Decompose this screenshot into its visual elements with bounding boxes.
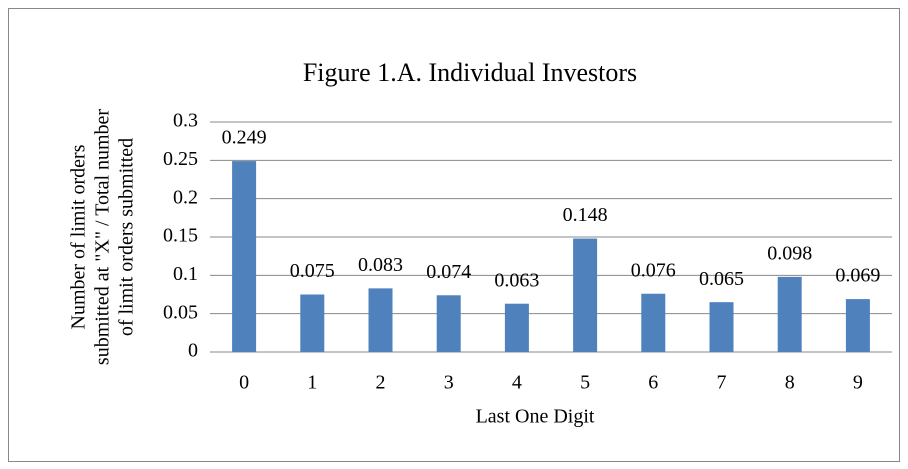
data-label: 0.083: [358, 254, 403, 276]
y-tick-label: 0.1: [173, 263, 198, 285]
x-tick-label: 2: [376, 372, 386, 394]
y-tick-label: 0.05: [163, 301, 198, 323]
x-tick-label: 8: [785, 372, 795, 394]
y-axis-title-line: submitted at "X" / Total number: [92, 109, 114, 366]
bar: [232, 161, 257, 352]
y-axis-title: Number of limit orders submitted at "X" …: [68, 109, 138, 366]
bar: [300, 294, 325, 352]
y-axis-title-line: of limit orders submitted: [116, 138, 138, 336]
bar: [436, 295, 461, 352]
bar: [709, 302, 734, 352]
y-axis-title-line: Number of limit orders: [68, 144, 90, 329]
chart-border: [8, 8, 900, 462]
x-tick-label: 7: [717, 372, 727, 394]
chart-title: Figure 1.A. Individual Investors: [303, 58, 637, 87]
x-tick-label: 9: [853, 372, 863, 394]
x-tick-label: 6: [648, 372, 658, 394]
data-label: 0.075: [290, 260, 335, 282]
bar: [368, 288, 393, 352]
data-label: 0.063: [494, 269, 539, 291]
x-axis-title: Last One Digit: [476, 406, 595, 428]
y-tick-label: 0.3: [173, 110, 198, 132]
data-label: 0.148: [563, 204, 608, 226]
y-tick-label: 0.25: [163, 148, 198, 170]
data-label: 0.074: [426, 261, 471, 283]
data-label: 0.065: [699, 268, 744, 290]
bar: [504, 303, 529, 352]
data-label: 0.249: [222, 127, 267, 149]
data-label: 0.069: [835, 265, 880, 287]
bar: [845, 299, 870, 352]
x-tick-label: 1: [307, 372, 317, 394]
y-tick-label: 0: [188, 340, 198, 362]
bar: [641, 293, 666, 352]
x-tick-label: 0: [239, 372, 249, 394]
y-tick-label: 0.15: [163, 225, 198, 247]
x-tick-label: 5: [580, 372, 590, 394]
bar: [573, 238, 598, 352]
data-label: 0.076: [631, 259, 676, 281]
data-label: 0.098: [767, 242, 812, 264]
bar: [777, 276, 802, 352]
x-tick-label: 4: [512, 372, 522, 394]
x-tick-label: 3: [444, 372, 454, 394]
y-tick-label: 0.2: [173, 186, 198, 208]
